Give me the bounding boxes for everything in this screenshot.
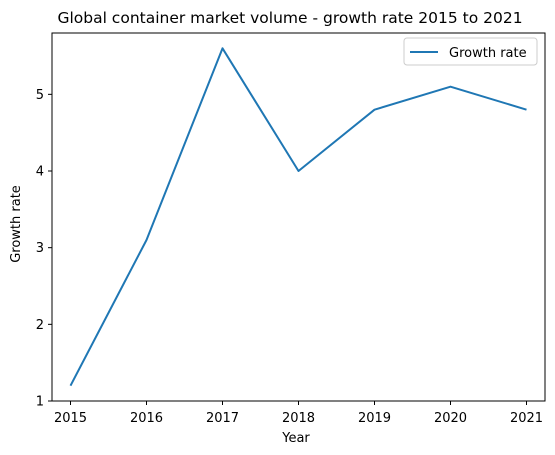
plot-frame bbox=[51, 32, 546, 402]
x-tick-label: 2021 bbox=[510, 411, 543, 426]
chart-title: Global container market volume - growth … bbox=[57, 9, 522, 27]
legend-series-label: Growth rate bbox=[449, 46, 527, 61]
x-tick-label: 2016 bbox=[130, 411, 163, 426]
legend-box bbox=[403, 37, 538, 66]
plot-area bbox=[51, 32, 546, 402]
x-tick-label: 2018 bbox=[282, 411, 315, 426]
y-axis: 1 2 3 4 5 bbox=[36, 88, 52, 410]
x-axis-title: Year bbox=[281, 431, 310, 446]
y-tick-label: 3 bbox=[36, 241, 44, 256]
x-tick-label: 2019 bbox=[358, 411, 391, 426]
legend: Growth rate bbox=[403, 37, 538, 66]
y-tick-label: 2 bbox=[36, 318, 44, 333]
y-axis-title: Growth rate bbox=[9, 185, 24, 263]
y-tick-label: 5 bbox=[36, 88, 44, 103]
y-tick-label: 1 bbox=[36, 395, 44, 410]
x-tick-label: 2020 bbox=[434, 411, 467, 426]
x-tick-label: 2015 bbox=[54, 411, 87, 426]
x-tick-label: 2017 bbox=[206, 411, 239, 426]
y-tick-label: 4 bbox=[36, 165, 44, 180]
series-line bbox=[69, 47, 527, 387]
x-axis: 2015 2016 2017 2018 2019 2020 2021 bbox=[54, 401, 543, 426]
